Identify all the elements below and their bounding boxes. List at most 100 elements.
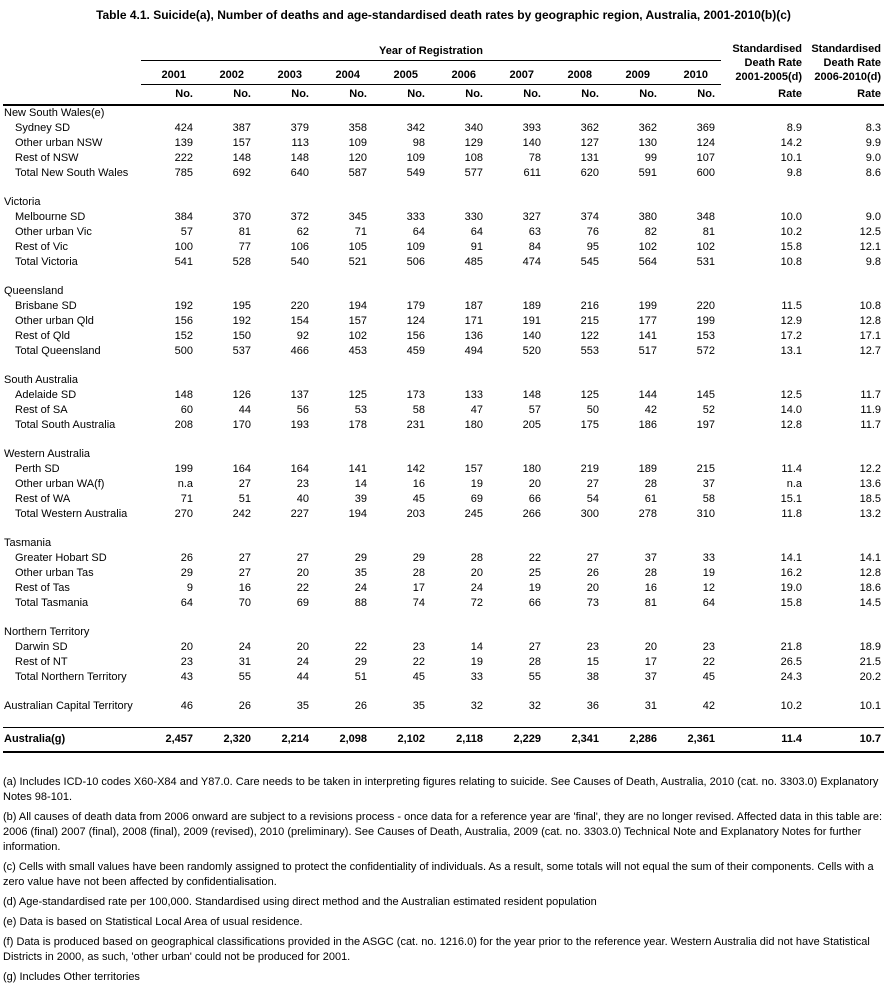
value-cell: 500 [174,344,193,357]
value-cell: 71 [354,225,367,238]
value-cell: 66 [528,492,541,505]
value-cell: 180 [522,462,541,475]
value-cell: 199 [638,299,657,312]
value-cell: 42 [644,403,657,416]
value-cell: 179 [406,299,425,312]
value-cell: 72 [470,596,483,609]
data-row: Melbourne SD 384 370 372 345 333 330 327 374 380 3… [3,210,884,225]
value-cell: 23 [180,655,193,668]
value-cell: 156 [174,314,193,327]
value-cell: 19 [470,477,483,490]
value-cell: 192 [232,314,251,327]
value-cell: 10.7 [805,727,885,753]
value-cell: 300 [580,507,599,520]
value-cell: 9 [186,581,193,594]
value-cell: 57 [180,225,193,238]
value-cell: 108 [464,151,483,164]
value-cell: 140 [522,329,541,342]
region-label: Other urban WA(f) [15,477,105,490]
value-cell: 88 [354,596,367,609]
value-cell: 640 [290,166,309,179]
empty-header-cell [3,60,141,84]
value-cell: 28 [470,551,483,564]
value-cell: 345 [348,210,367,223]
value-cell: 45 [702,670,716,683]
value-cell: 73 [586,596,599,609]
data-row: Total South Australia 208 170 193 178 231 180 2… [3,418,884,433]
value-cell: 453 [348,344,367,357]
value-cell: 24 [354,581,367,594]
spacer-cell [3,611,884,625]
value-cell: 528 [232,255,251,268]
value-cell: 125 [348,388,367,401]
region-label: Australia(g) [3,727,141,753]
rate-period-header-2: Standardised Death Rate 2006-2010(d) [805,42,884,84]
value-cell: 23 [586,640,599,653]
value-cell: 180 [464,418,483,431]
value-cell: 540 [290,255,309,268]
year-column-header: 2009 [605,60,663,85]
value-cell: 186 [638,418,657,431]
value-cell: 148 [174,388,193,401]
value-cell: 384 [174,210,193,223]
value-cell: 208 [174,418,193,431]
value-cell: 11.9 [860,403,882,416]
value-cell: 2,341 [547,727,605,753]
value-cell: 193 [290,418,309,431]
value-cell: 28 [412,566,425,579]
section-header-row: Tasmania [3,536,884,551]
value-cell: 109 [348,136,367,149]
region-label: Total Northern Territory [15,670,127,683]
section-header-row: Northern Territory [3,625,884,640]
value-cell: 21.8 [780,640,803,653]
value-cell: 2,118 [431,727,489,753]
empty-header-cell [3,84,141,106]
value-cell: 15 [586,655,599,668]
value-cell: 11.7 [860,418,882,431]
value-cell: 28 [644,477,657,490]
value-cell: 17.1 [859,329,882,342]
value-cell: 22 [528,551,541,564]
value-cell: 29 [354,551,367,564]
header-group-row: Year of Registration Standardised Death … [3,42,884,83]
value-cell: 27 [238,477,251,490]
footnote: (b) All causes of death data from 2006 o… [3,811,882,853]
value-cell: 17 [412,581,425,594]
value-cell: 10.1 [780,151,803,164]
region-label: Adelaide SD [15,388,77,401]
value-cell: 12 [702,581,716,594]
value-cell: 157 [348,314,367,327]
value-cell: 13.2 [859,507,882,520]
value-cell: 21.5 [859,655,882,668]
spacer-row [3,181,884,195]
no-unit-header: No. [663,84,722,106]
value-cell: 199 [696,314,716,327]
value-cell: 12.8 [859,314,882,327]
value-cell: 148 [290,151,309,164]
value-cell: 175 [580,418,599,431]
footnotes: (a) Includes ICD-10 codes X60-X84 and Y8… [3,775,884,985]
value-cell: 37 [644,551,657,564]
value-cell: 11.5 [781,299,803,312]
value-cell: 216 [580,299,599,312]
rate-header-line: Death Rate [744,57,803,69]
section-label: Western Australia [4,447,91,460]
value-cell: 369 [696,121,716,134]
value-cell: 20 [586,581,599,594]
footnote: (g) Includes Other territories [3,971,140,983]
data-row: Rest of Qld 152 150 92 102 156 136 140 122 141 153… [3,329,884,344]
value-cell: 18.6 [859,581,882,594]
value-cell: 24 [470,581,483,594]
value-cell: 2,214 [257,727,315,753]
value-cell: 424 [174,121,193,134]
value-cell: 215 [580,314,599,327]
data-row: Greater Hobart SD 26 27 27 29 29 28 22 27 37 33 14.… [3,551,884,566]
value-cell: 47 [470,403,483,416]
value-cell: 32 [528,699,541,712]
value-cell: 129 [464,136,483,149]
no-unit-header: No. [489,84,547,106]
value-cell: 164 [290,462,309,475]
value-cell: 14 [470,640,483,653]
region-label: Total New South Wales [15,166,129,179]
value-cell: 194 [348,299,367,312]
